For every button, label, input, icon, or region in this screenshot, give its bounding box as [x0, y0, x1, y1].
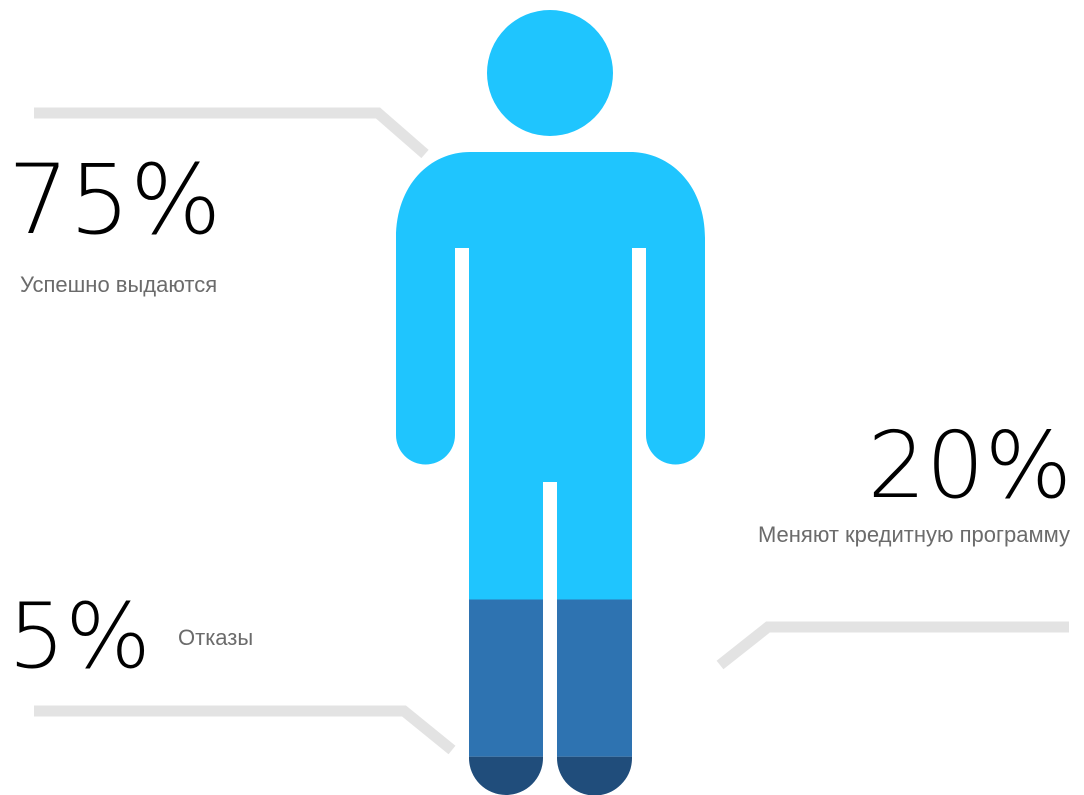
- successful-label: Успешно выдаются: [20, 272, 218, 297]
- leader-line-successful: [34, 107, 429, 159]
- leader-line-changed-program: [716, 621, 1069, 670]
- refusals-label: Отказы: [178, 625, 254, 650]
- successful-percent: 75%: [8, 144, 222, 256]
- refusals-percent: 5%: [8, 584, 151, 689]
- changed-program-label: Меняют кредитную программу: [757, 522, 1070, 547]
- figure-segment-successful: [396, 10, 705, 600]
- changed-program-percent: 20%: [867, 412, 1072, 519]
- figure-segment-refusals: [396, 756, 705, 795]
- leader-line-refusals: [34, 705, 456, 755]
